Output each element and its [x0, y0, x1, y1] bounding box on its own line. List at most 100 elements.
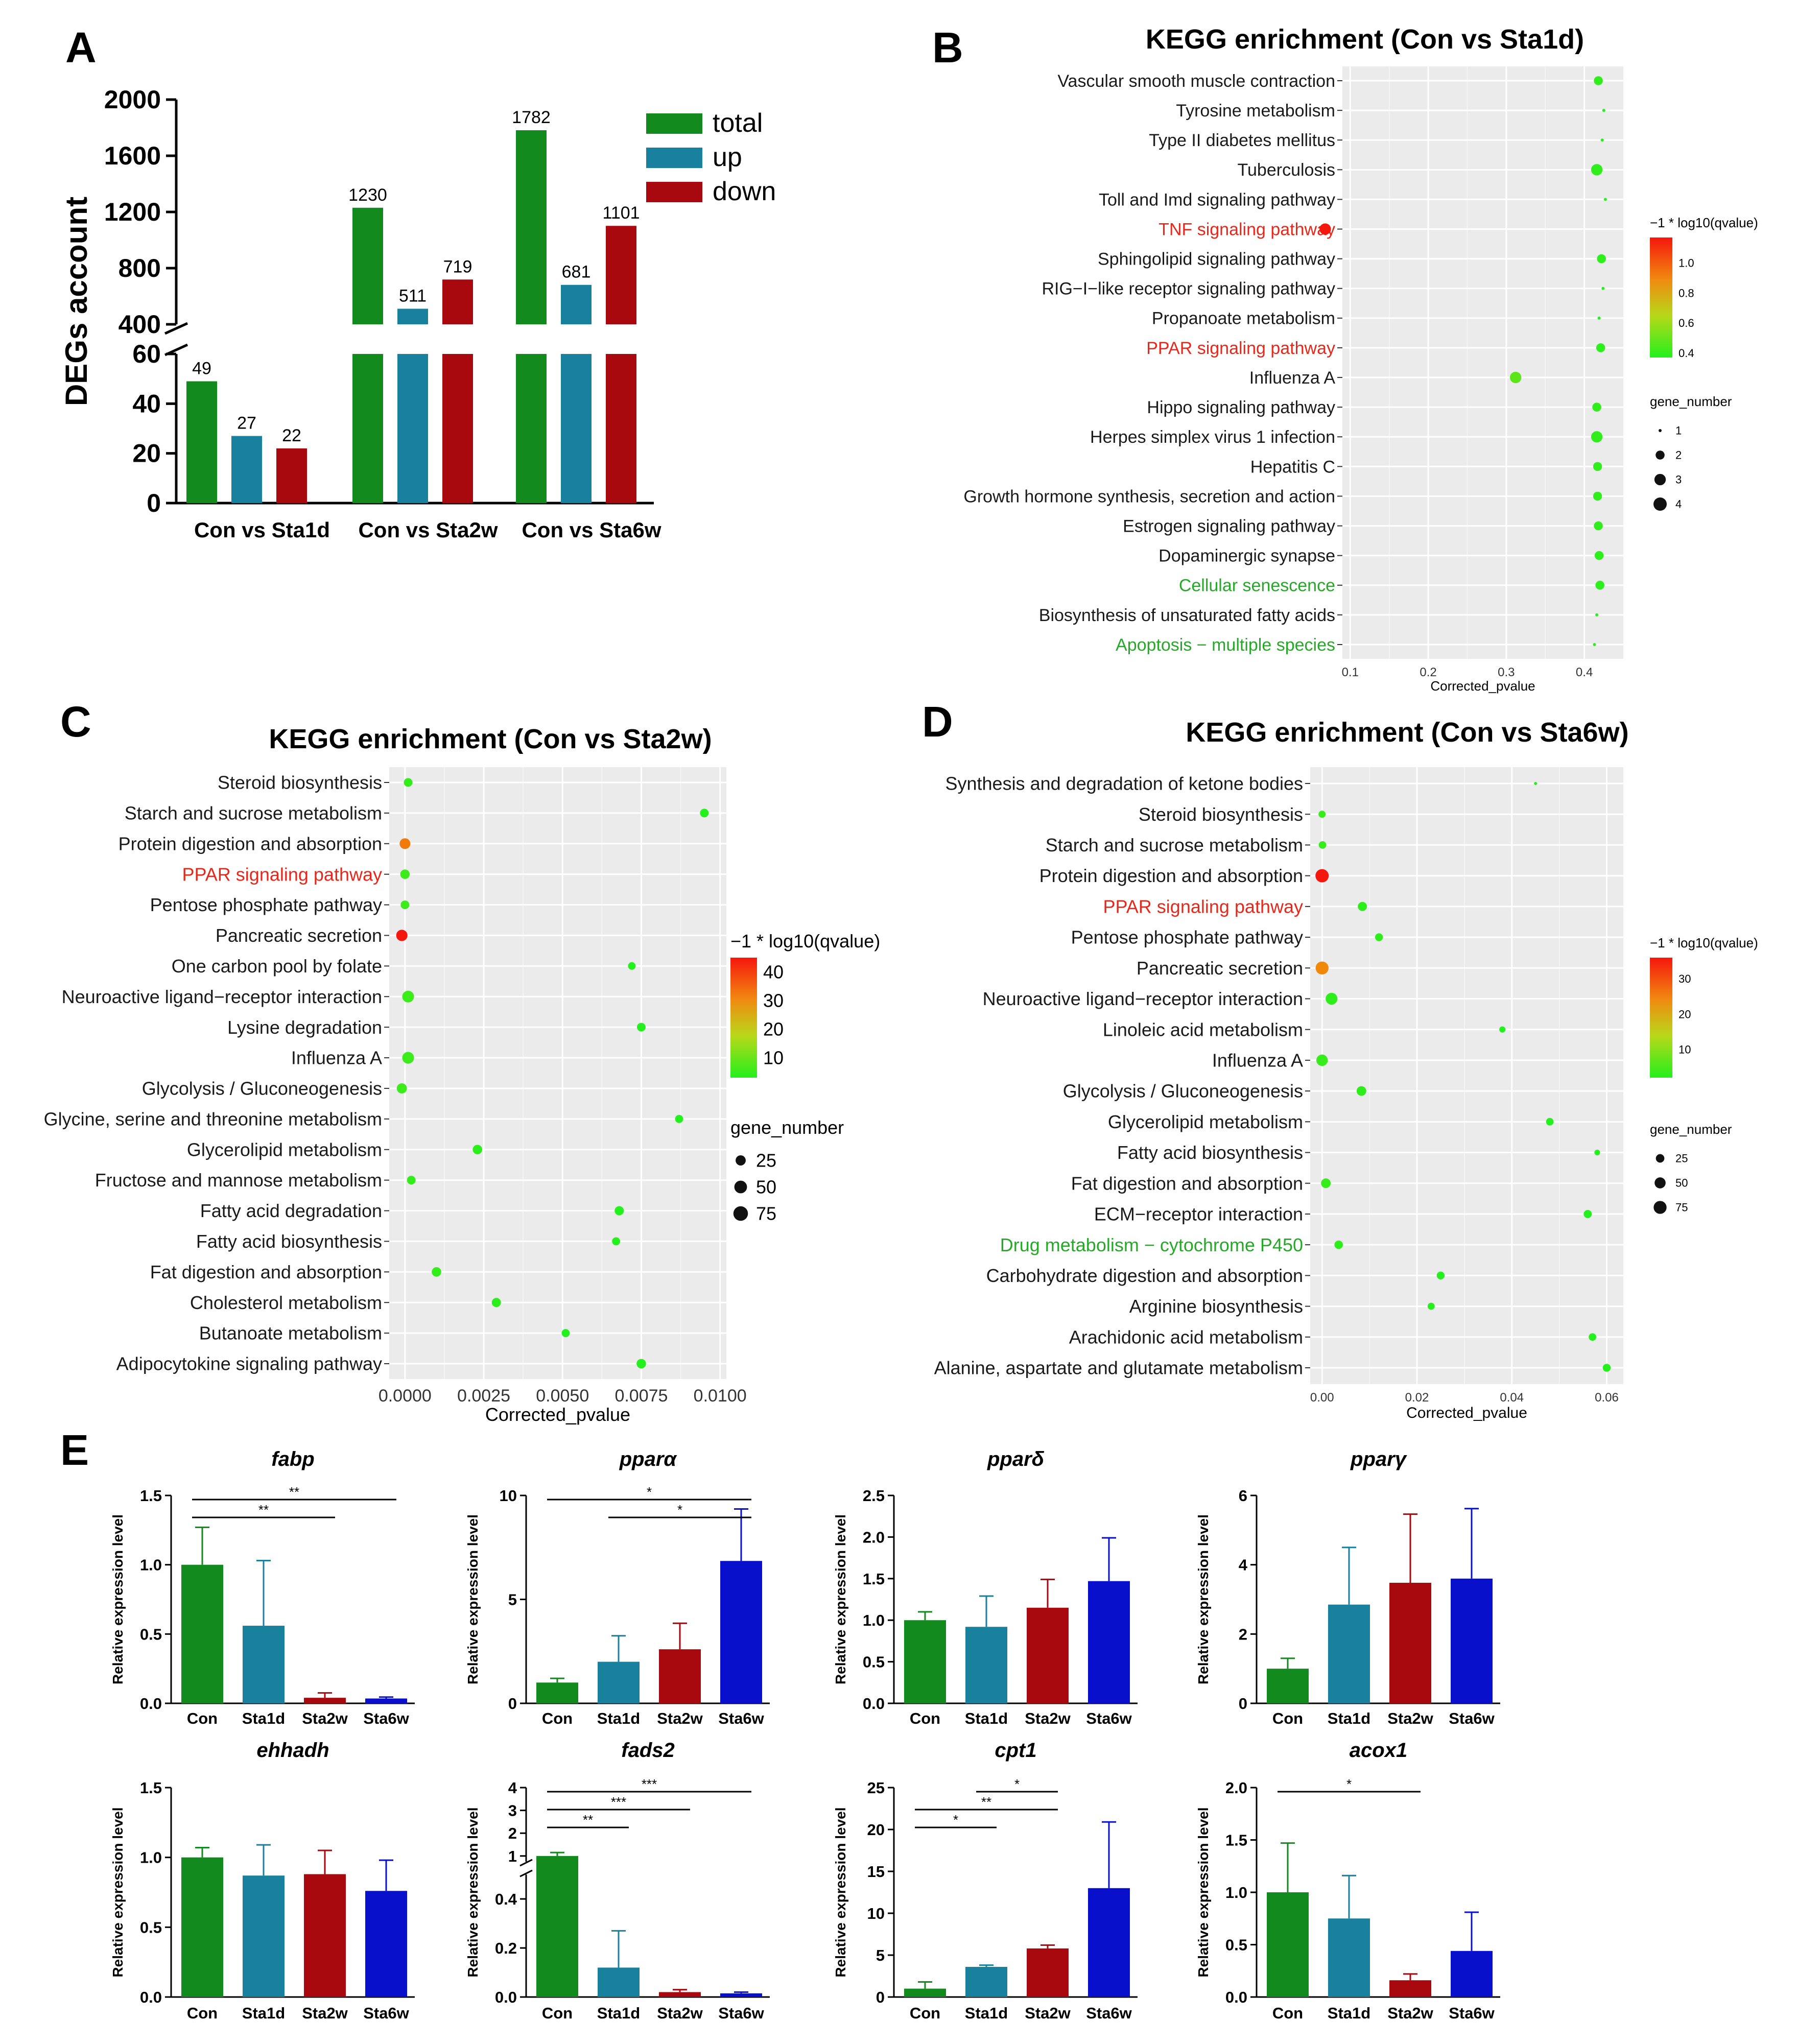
- expression-bar: [1267, 1892, 1309, 1997]
- x-tick-label: Sta6w: [363, 1709, 409, 1727]
- pathway-label: Cellular senescence: [1179, 576, 1335, 596]
- expression-bar: [304, 1698, 346, 1703]
- pathway-label: Influenza A: [291, 1048, 382, 1068]
- bar-down: [606, 354, 636, 503]
- pathway-dot: [1591, 431, 1603, 443]
- pathway-label: TNF signaling pathway: [1158, 220, 1335, 239]
- pathway-dot: [1592, 402, 1601, 412]
- expression-bar: [1027, 1948, 1069, 1997]
- expression-bar: [720, 1993, 762, 1997]
- pathway-label: Neuroactive ligand−receptor interaction: [983, 988, 1303, 1009]
- pathway-label: Starch and sucrose metabolism: [125, 802, 382, 823]
- pathway-dot: [396, 930, 408, 941]
- y-tick-label: 60: [132, 340, 161, 368]
- x-tick-label: Con: [910, 1709, 940, 1727]
- significance-label: *: [677, 1502, 682, 1517]
- y-tick-label: 2.0: [1225, 1779, 1247, 1797]
- pathway-label: Pentose phosphate pathway: [150, 894, 382, 915]
- pathway-label: PPAR signaling pathway: [1146, 339, 1335, 358]
- panel-label-d: D: [922, 698, 953, 746]
- x-axis-title: Corrected_pvalue: [485, 1404, 630, 1425]
- y-tick-label: 4: [508, 1779, 517, 1797]
- pathway-label: Fatty acid degradation: [200, 1200, 382, 1221]
- pathway-label: Fat digestion and absorption: [1071, 1173, 1303, 1194]
- legend-label: down: [713, 177, 776, 206]
- panel-b-kegg-dotplot: KEGG enrichment (Con vs Sta1d) 0.1 0.2 0.3 0…: [963, 24, 1758, 694]
- y-axis-title: Relative expression level: [833, 1807, 848, 1977]
- size-legend-label: 25: [756, 1150, 776, 1171]
- bar-up: [231, 436, 262, 503]
- pathway-label: Glycolysis / Gluconeogenesis: [142, 1078, 382, 1099]
- y-tick-label: 1.5: [140, 1487, 162, 1505]
- expression-bar: [659, 1649, 701, 1703]
- axis-break-mark: [164, 322, 188, 335]
- pathway-dot: [1583, 1209, 1592, 1218]
- expression-bar: [965, 1627, 1007, 1703]
- size-legend-dot: [1653, 1201, 1667, 1214]
- x-tick-label: Con: [1272, 1709, 1303, 1727]
- size-legend-label: 50: [1675, 1177, 1688, 1190]
- x-tick-label: Sta6w: [1086, 2004, 1132, 2022]
- pathway-label: PPAR signaling pathway: [182, 864, 382, 885]
- colorbar-tick-label: 30: [1678, 972, 1691, 985]
- y-tick-label: 1.5: [140, 1779, 162, 1797]
- pathway-label: Herpes simplex virus 1 infection: [1090, 427, 1335, 447]
- y-axis-title: Relative expression level: [465, 1514, 481, 1684]
- colorbar-tick-label: 20: [1678, 1008, 1691, 1020]
- data-label: 681: [562, 263, 591, 282]
- pathway-label: Fructose and mannose metabolism: [95, 1170, 382, 1191]
- pathway-dot: [561, 1329, 570, 1338]
- size-legend-label: 4: [1675, 498, 1682, 511]
- subplot-4: 0 2 4 6 Relative expression level pparγ Con Sta…: [1195, 1448, 1500, 1727]
- pathway-dot: [1596, 343, 1605, 352]
- expression-bar: [1389, 1980, 1431, 1997]
- pathway-dot: [1316, 1054, 1328, 1066]
- size-legend-label: 50: [756, 1177, 776, 1198]
- subplot-1: 0.0 0.5 1.0 1.5 Relative expression level fab…: [110, 1448, 415, 1727]
- panel-label-e: E: [60, 1426, 89, 1474]
- pathway-label: ECM−receptor interaction: [1094, 1204, 1303, 1225]
- pathway-dot: [614, 1206, 624, 1216]
- pathway-label: Arginine biosynthesis: [1129, 1296, 1303, 1317]
- y-tick-label: 1200: [104, 198, 161, 226]
- y-tick-label: 2.5: [863, 1487, 885, 1505]
- panel-c-kegg-dotplot: KEGG enrichment (Con vs Sta2w) 0.0000 0.00…: [44, 724, 881, 1425]
- panel-label-a: A: [65, 23, 97, 72]
- data-label: 719: [443, 257, 472, 276]
- significance-label: ***: [611, 1794, 626, 1810]
- x-axis-title: Corrected_pvalue: [1430, 678, 1535, 694]
- pathway-dot: [399, 838, 411, 849]
- colorbar: [730, 958, 757, 1078]
- pathway-dot: [402, 990, 414, 1003]
- pathway-dot: [1436, 1271, 1445, 1280]
- pathway-dot: [1534, 782, 1538, 785]
- pathway-dot: [472, 1145, 482, 1155]
- y-tick-label: 20: [867, 1821, 885, 1839]
- pathway-label: Pancreatic secretion: [216, 925, 382, 946]
- bar-down: [276, 448, 307, 503]
- plot-title: KEGG enrichment (Con vs Sta2w): [269, 724, 712, 754]
- x-tick-label: Sta2w: [302, 1709, 348, 1727]
- pathway-dot: [1326, 992, 1338, 1005]
- size-legend-label: 3: [1675, 473, 1682, 486]
- pathway-label: Cholesterol metabolism: [190, 1292, 382, 1313]
- colorbar: [1650, 958, 1672, 1078]
- pathway-dot: [1595, 613, 1599, 616]
- pathway-dot: [612, 1237, 621, 1246]
- pathway-dot: [1321, 1178, 1331, 1189]
- y-tick-label: 2.0: [863, 1528, 885, 1546]
- x-tick-label: Con vs Sta6w: [522, 518, 661, 542]
- pathway-label: Alanine, aspartate and glutamate metabol…: [934, 1358, 1303, 1378]
- x-tick-label: 0.06: [1595, 1391, 1619, 1405]
- pathway-label: Butanoate metabolism: [199, 1323, 382, 1344]
- significance-label: **: [583, 1812, 593, 1827]
- pathway-dot: [1594, 551, 1604, 560]
- pathway-label: One carbon pool by folate: [172, 956, 382, 977]
- expression-bar: [598, 1661, 640, 1703]
- expression-bar: [1088, 1581, 1130, 1703]
- x-axis-title: Corrected_pvalue: [1406, 1405, 1527, 1421]
- y-tick-label: 1600: [104, 141, 161, 170]
- size-legend-dot: [1654, 1177, 1666, 1189]
- pathway-dot: [1601, 287, 1605, 290]
- pathway-dot: [1593, 643, 1596, 646]
